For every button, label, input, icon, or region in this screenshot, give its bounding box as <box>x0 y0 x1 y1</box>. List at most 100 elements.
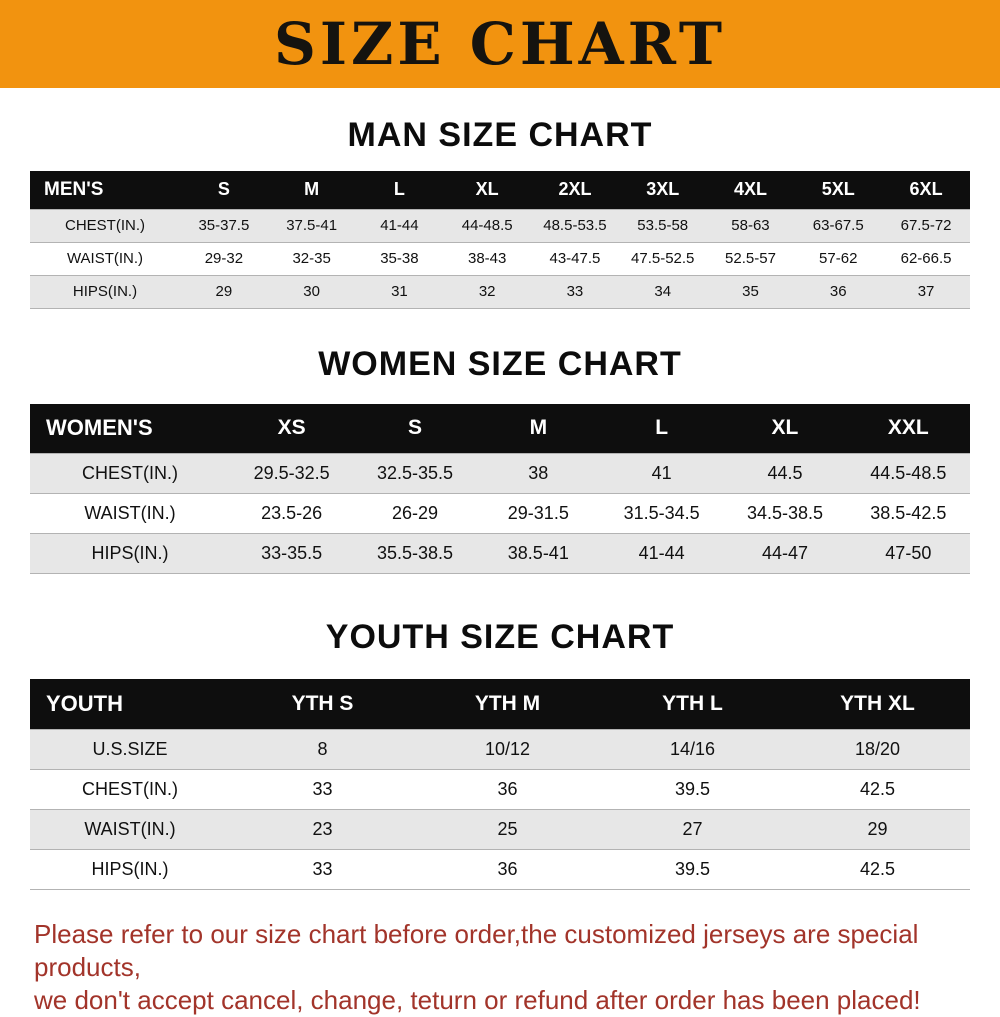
table-cell: 41-44 <box>599 533 724 574</box>
youth-size-col: YTH M <box>415 679 600 729</box>
table-cell: 29 <box>180 274 268 309</box>
row-label: HIPS(IN.) <box>30 848 230 890</box>
men-size-col: S <box>180 171 268 209</box>
youth-section-heading: YOUTH SIZE CHART <box>325 618 675 656</box>
youth-size-col: YTH XL <box>785 679 970 729</box>
table-cell: 44-47 <box>723 533 847 574</box>
table-cell: 33 <box>531 274 619 309</box>
table-cell: 53.5-58 <box>618 208 707 242</box>
table-cell: 34.5-38.5 <box>723 493 847 534</box>
table-cell: 36 <box>415 768 600 809</box>
table-cell: 8 <box>230 728 415 769</box>
women-size-table: WOMEN'S XS S M L XL XXL CHEST(IN.) 29.5-… <box>30 403 970 574</box>
women-size-col: S <box>353 403 477 454</box>
table-cell: 33 <box>230 768 415 809</box>
table-cell: 27 <box>600 808 785 849</box>
table-cell: 36 <box>415 848 600 890</box>
table-cell: 23.5-26 <box>230 493 354 534</box>
table-cell: 29 <box>785 808 970 849</box>
women-hips-row: HIPS(IN.) 33-35.5 35.5-38.5 38.5-41 41-4… <box>30 533 970 574</box>
table-cell: 47.5-52.5 <box>618 241 707 275</box>
table-cell: 63-67.5 <box>794 208 883 242</box>
table-cell: 35 <box>706 274 795 309</box>
women-header-row: WOMEN'S XS S M L XL XXL <box>30 403 970 454</box>
table-cell: 48.5-53.5 <box>531 208 619 242</box>
row-label: HIPS(IN.) <box>30 533 230 574</box>
table-cell: 41-44 <box>355 208 444 242</box>
men-size-col: 4XL <box>706 171 795 209</box>
youth-waist-row: WAIST(IN.) 23 25 27 29 <box>30 808 970 849</box>
row-label: HIPS(IN.) <box>30 274 180 309</box>
table-cell: 34 <box>618 274 707 309</box>
women-size-col: XS <box>230 403 354 454</box>
table-cell: 36 <box>794 274 883 309</box>
men-section-heading: MAN SIZE CHART <box>347 116 653 154</box>
table-cell: 42.5 <box>785 768 970 809</box>
men-size-col: 2XL <box>531 171 619 209</box>
table-cell: 52.5-57 <box>706 241 795 275</box>
table-cell: 35-38 <box>355 241 444 275</box>
table-cell: 47-50 <box>846 533 970 574</box>
row-label: WAIST(IN.) <box>30 241 180 275</box>
table-cell: 29-32 <box>180 241 268 275</box>
table-cell: 32-35 <box>267 241 356 275</box>
table-cell: 41 <box>599 453 724 494</box>
table-cell: 10/12 <box>415 728 600 769</box>
table-cell: 30 <box>267 274 356 309</box>
table-cell: 31 <box>355 274 444 309</box>
women-size-col: XXL <box>846 403 970 454</box>
youth-chest-row: CHEST(IN.) 33 36 39.5 42.5 <box>30 768 970 809</box>
table-cell: 42.5 <box>785 848 970 890</box>
youth-header-row: YOUTH YTH S YTH M YTH L YTH XL <box>30 679 970 729</box>
youth-header-label: YOUTH <box>30 679 230 729</box>
table-cell: 44.5 <box>723 453 847 494</box>
banner: SIZE CHART <box>0 0 1000 88</box>
row-label: CHEST(IN.) <box>30 768 230 809</box>
men-size-col: 5XL <box>794 171 883 209</box>
row-label: WAIST(IN.) <box>30 493 230 534</box>
footer-note: Please refer to our size chart before or… <box>34 918 980 1017</box>
table-cell: 38-43 <box>443 241 532 275</box>
banner-title: SIZE CHART <box>273 10 727 78</box>
table-cell: 35.5-38.5 <box>353 533 477 574</box>
footer-line-2: we don't accept cancel, change, teturn o… <box>34 984 921 1015</box>
men-size-col: 6XL <box>882 171 970 209</box>
table-cell: 62-66.5 <box>882 241 970 275</box>
table-cell: 38 <box>476 453 600 494</box>
men-chest-row: CHEST(IN.) 35-37.5 37.5-41 41-44 44-48.5… <box>30 208 970 242</box>
table-cell: 38.5-42.5 <box>846 493 970 534</box>
women-waist-row: WAIST(IN.) 23.5-26 26-29 29-31.5 31.5-34… <box>30 493 970 534</box>
table-cell: 32 <box>443 274 532 309</box>
table-cell: 23 <box>230 808 415 849</box>
table-cell: 29-31.5 <box>476 493 600 534</box>
women-size-col: XL <box>723 403 847 454</box>
table-cell: 67.5-72 <box>882 208 970 242</box>
women-chest-row: CHEST(IN.) 29.5-32.5 32.5-35.5 38 41 44.… <box>30 453 970 494</box>
table-cell: 37 <box>882 274 970 309</box>
row-label: CHEST(IN.) <box>30 208 180 242</box>
footer-line-1: Please refer to our size chart before or… <box>34 918 919 982</box>
table-cell: 57-62 <box>794 241 883 275</box>
table-cell: 44.5-48.5 <box>846 453 970 494</box>
youth-hips-row: HIPS(IN.) 33 36 39.5 42.5 <box>30 848 970 890</box>
women-header-label: WOMEN'S <box>30 403 230 454</box>
table-cell: 33-35.5 <box>230 533 354 574</box>
table-cell: 18/20 <box>785 728 970 769</box>
table-cell: 58-63 <box>706 208 795 242</box>
table-cell: 25 <box>415 808 600 849</box>
men-waist-row: WAIST(IN.) 29-32 32-35 35-38 38-43 43-47… <box>30 241 970 275</box>
table-cell: 31.5-34.5 <box>599 493 724 534</box>
table-cell: 39.5 <box>600 768 785 809</box>
table-cell: 37.5-41 <box>267 208 356 242</box>
row-label: CHEST(IN.) <box>30 453 230 494</box>
women-section-heading: WOMEN SIZE CHART <box>318 344 682 383</box>
men-header-label: MEN'S <box>30 171 180 209</box>
men-size-col: XL <box>443 171 532 209</box>
table-cell: 32.5-35.5 <box>353 453 477 494</box>
youth-ussize-row: U.S.SIZE 8 10/12 14/16 18/20 <box>30 728 970 769</box>
table-cell: 14/16 <box>600 728 785 769</box>
row-label: U.S.SIZE <box>30 728 230 769</box>
men-hips-row: HIPS(IN.) 29 30 31 32 33 34 35 36 37 <box>30 274 970 309</box>
men-header-row: MEN'S S M L XL 2XL 3XL 4XL 5XL 6XL <box>30 171 970 209</box>
